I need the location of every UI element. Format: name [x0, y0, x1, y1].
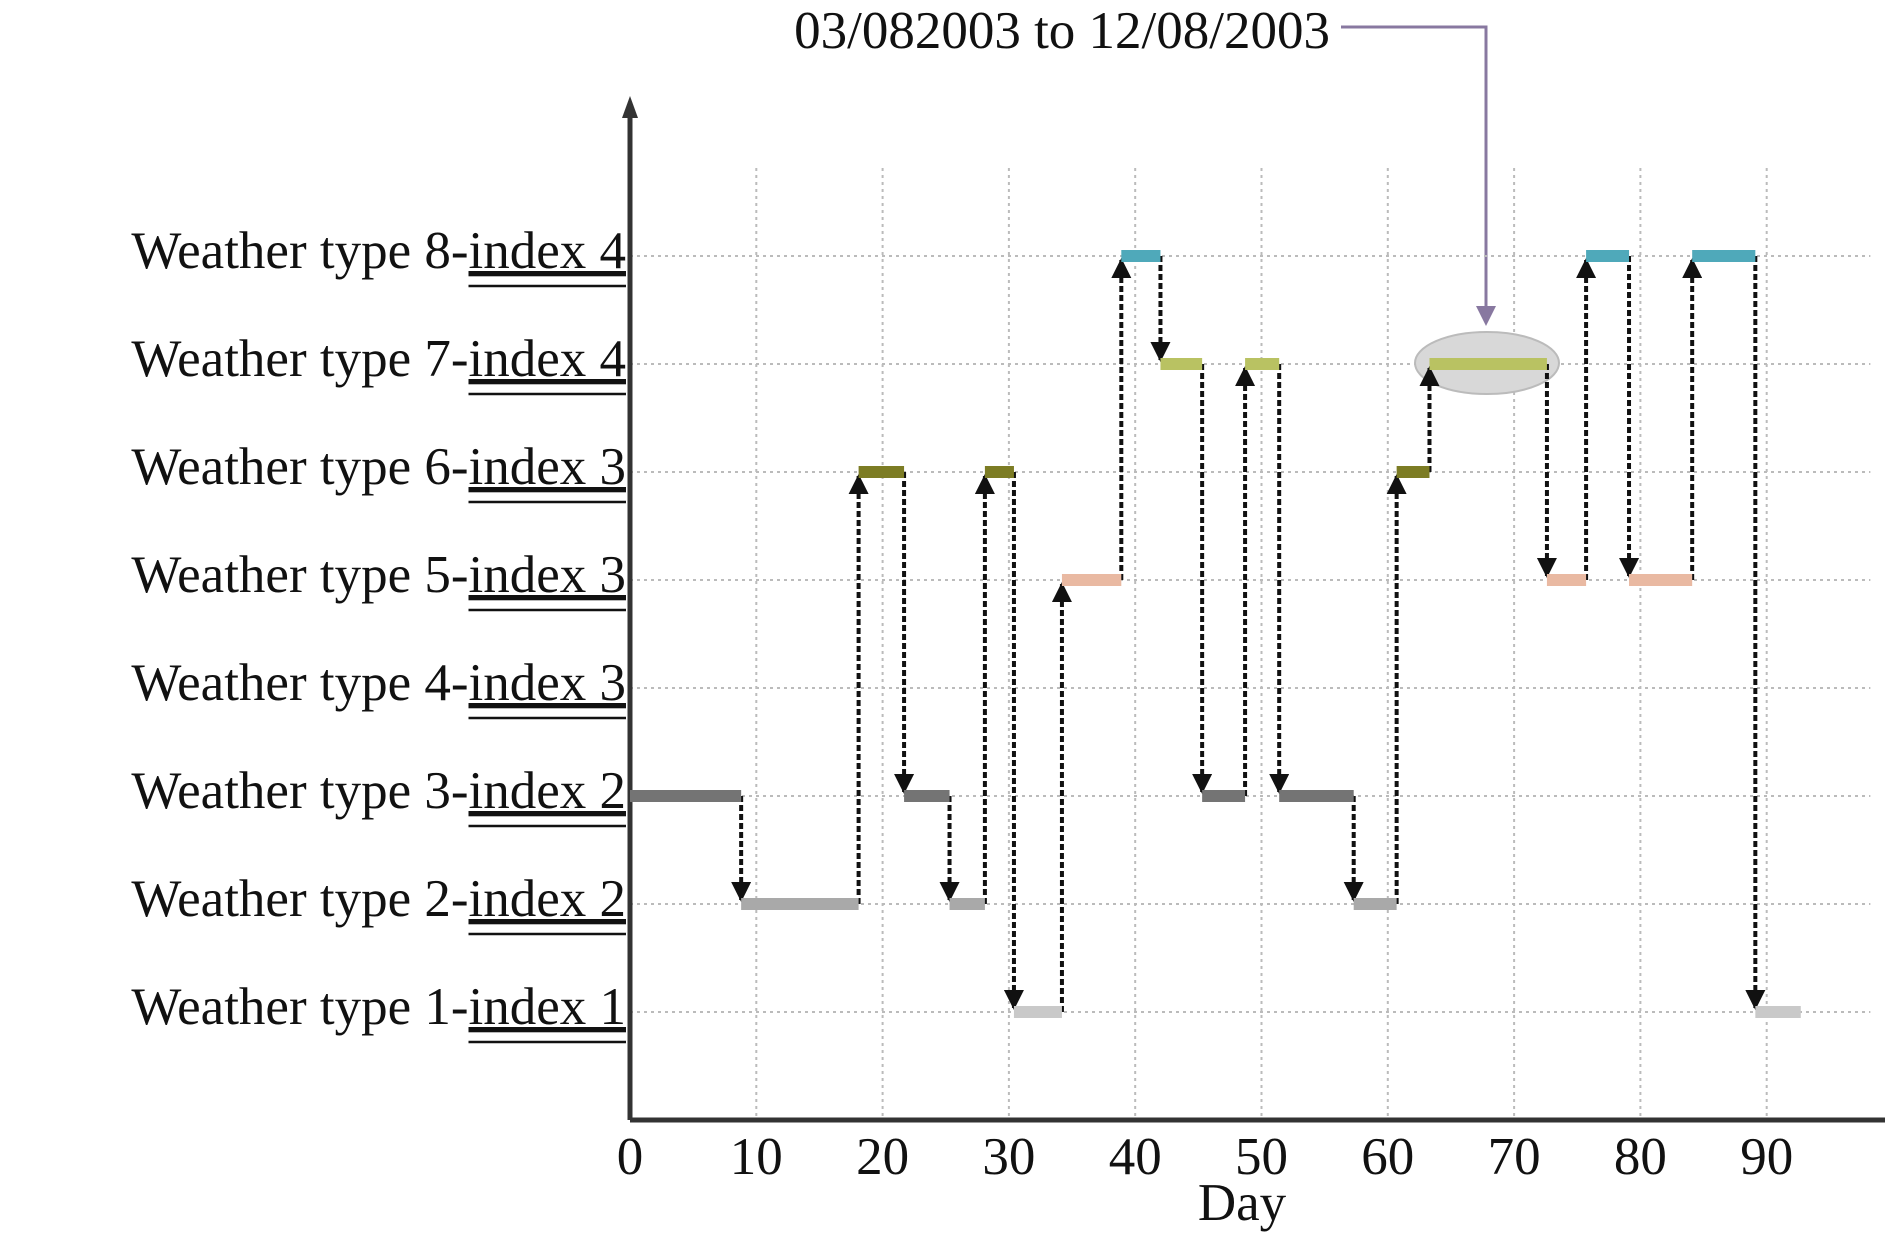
- step-segment: [1160, 358, 1203, 370]
- x-tick-label: 40: [1109, 1128, 1162, 1186]
- y-tick-index: index 3: [469, 438, 627, 496]
- step-segment: [1245, 358, 1280, 370]
- y-tick-index: index 3: [469, 654, 627, 712]
- step-segment: [904, 790, 950, 802]
- step-segment: [1279, 790, 1354, 802]
- y-tick-label: Weather type 7-index 4: [131, 330, 626, 388]
- y-tick-type: Weather type 5-: [131, 546, 468, 604]
- y-tick-type: Weather type 6-: [131, 438, 468, 496]
- step-segment: [1629, 574, 1693, 586]
- y-axis-arrow: [622, 96, 638, 118]
- y-tick-label: Weather type 4-index 3: [131, 654, 626, 712]
- step-segment: [858, 466, 905, 478]
- step-segment: [1546, 574, 1587, 586]
- step-segment: [1429, 358, 1547, 370]
- y-tick-index: index 3: [469, 546, 627, 604]
- step-segment: [630, 790, 742, 802]
- x-tick-label: 20: [856, 1128, 909, 1186]
- y-tick-type: Weather type 2-: [131, 870, 468, 928]
- step-segment: [1586, 250, 1630, 262]
- annotation: 03/082003 to 12/08/2003: [794, 2, 1330, 60]
- y-tick-label: Weather type 6-index 3: [131, 438, 626, 496]
- y-tick-label: Weather type 8-index 4: [131, 222, 626, 280]
- y-tick-label: Weather type 3-index 2: [131, 762, 626, 820]
- y-tick-type: Weather type 7-: [131, 330, 468, 388]
- y-tick-index: index 4: [469, 222, 627, 280]
- y-tick-type: Weather type 1-: [131, 978, 468, 1036]
- step-segment: [949, 898, 985, 910]
- x-tick-label: 50: [1235, 1128, 1288, 1186]
- step-segment: [1061, 574, 1122, 586]
- annotation-arrowhead: [1476, 306, 1496, 326]
- step-segment: [1121, 250, 1161, 262]
- x-tick-label: 30: [982, 1128, 1035, 1186]
- y-tick-index: index 2: [469, 762, 627, 820]
- step-segment: [1202, 790, 1246, 802]
- y-tick-type: Weather type 4-: [131, 654, 468, 712]
- x-tick-label: 60: [1361, 1128, 1414, 1186]
- annotation-arrow: [1341, 25, 1488, 318]
- x-tick-label: 80: [1614, 1128, 1667, 1186]
- step-segment: [984, 466, 1014, 478]
- step-segment: [1353, 898, 1397, 910]
- y-tick-type: Weather type 8-: [131, 222, 468, 280]
- step-segment: [1013, 1006, 1062, 1018]
- x-tick-label: 0: [617, 1128, 644, 1186]
- y-tick-index: index 2: [469, 870, 627, 928]
- x-axis-label: Day: [1198, 1174, 1287, 1232]
- step-segment: [741, 898, 859, 910]
- step-segment: [1755, 1006, 1801, 1018]
- y-tick-type: Weather type 3-: [131, 762, 468, 820]
- x-tick-label: 10: [730, 1128, 783, 1186]
- x-tick-label: 90: [1740, 1128, 1793, 1186]
- y-tick-label: Weather type 5-index 3: [131, 546, 626, 604]
- y-tick-label: Weather type 1-index 1: [131, 978, 626, 1036]
- y-tick-index: index 4: [469, 330, 627, 388]
- x-tick-label: 70: [1488, 1128, 1541, 1186]
- y-tick-label: Weather type 2-index 2: [131, 870, 626, 928]
- y-tick-index: index 1: [469, 978, 627, 1036]
- step-segment: [1396, 466, 1430, 478]
- step-segment: [1692, 250, 1756, 262]
